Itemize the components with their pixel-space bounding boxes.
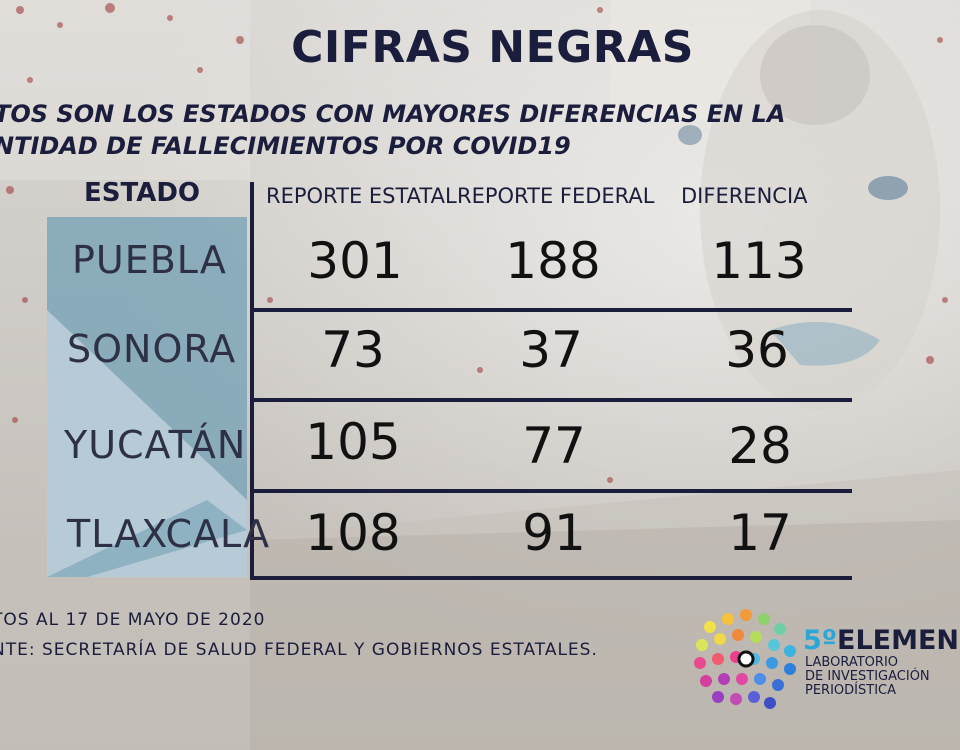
logo-prefix: 5º xyxy=(803,625,838,656)
header-reporte-federal: REPORTE FEDERAL xyxy=(457,184,655,208)
header-diferencia: DIFERENCIA xyxy=(681,184,808,208)
table-cell-estatal: 301 xyxy=(307,232,403,290)
logo-tagline-line-2: DE INVESTIGACIÓN xyxy=(805,669,930,684)
table-row-state: SONORA xyxy=(67,327,237,371)
row-divider-1 xyxy=(250,308,852,312)
subtitle-line-2: NTIDAD DE FALLECIMIENTOS POR COVID19 xyxy=(0,132,571,160)
table-cell-diferencia: 17 xyxy=(728,504,792,562)
table-vertical-divider xyxy=(250,182,254,580)
table-cell-diferencia: 36 xyxy=(725,321,789,379)
panel-light-wedge xyxy=(47,310,247,577)
data-source-note: NTE: SECRETARÍA DE SALUD FEDERAL Y GOBIE… xyxy=(0,640,598,660)
page-title: CIFRAS NEGRAS xyxy=(291,22,694,73)
table-cell-diferencia: 28 xyxy=(728,417,792,475)
table-row-state: YUCATÁN xyxy=(64,423,247,467)
table-cell-federal: 77 xyxy=(522,417,586,475)
header-reporte-estatal: REPORTE ESTATAL xyxy=(266,184,457,208)
header-estado: ESTADO xyxy=(84,178,201,208)
row-divider-2 xyxy=(250,398,852,402)
subtitle: TOS SON LOS ESTADOS CON MAYORES DIFERENC… xyxy=(0,98,785,162)
table-cell-federal: 91 xyxy=(522,504,586,562)
logo-name: 5ºELEMEN xyxy=(803,625,959,656)
data-date-note: TOS AL 17 DE MAYO DE 2020 xyxy=(0,610,266,630)
table-cell-federal: 37 xyxy=(519,321,583,379)
table-row-state: PUEBLA xyxy=(72,238,227,282)
table-cell-diferencia: 113 xyxy=(711,232,807,290)
row-divider-bottom xyxy=(250,576,852,580)
table-cell-estatal: 105 xyxy=(305,413,401,471)
row-divider-3 xyxy=(250,489,852,493)
logo-mark-icon xyxy=(694,609,796,709)
table-cell-federal: 188 xyxy=(505,232,601,290)
table-cell-estatal: 108 xyxy=(305,504,401,562)
subtitle-line-1: TOS SON LOS ESTADOS CON MAYORES DIFERENC… xyxy=(0,100,786,128)
logo-name-text: ELEMEN xyxy=(837,625,960,656)
table-cell-estatal: 73 xyxy=(321,321,385,379)
logo-tagline-line-1: LABORATORIO xyxy=(805,655,899,670)
logo-tagline-line-3: PERIODÍSTICA xyxy=(805,683,896,698)
table-row-state: TLAXCALA xyxy=(67,512,271,556)
